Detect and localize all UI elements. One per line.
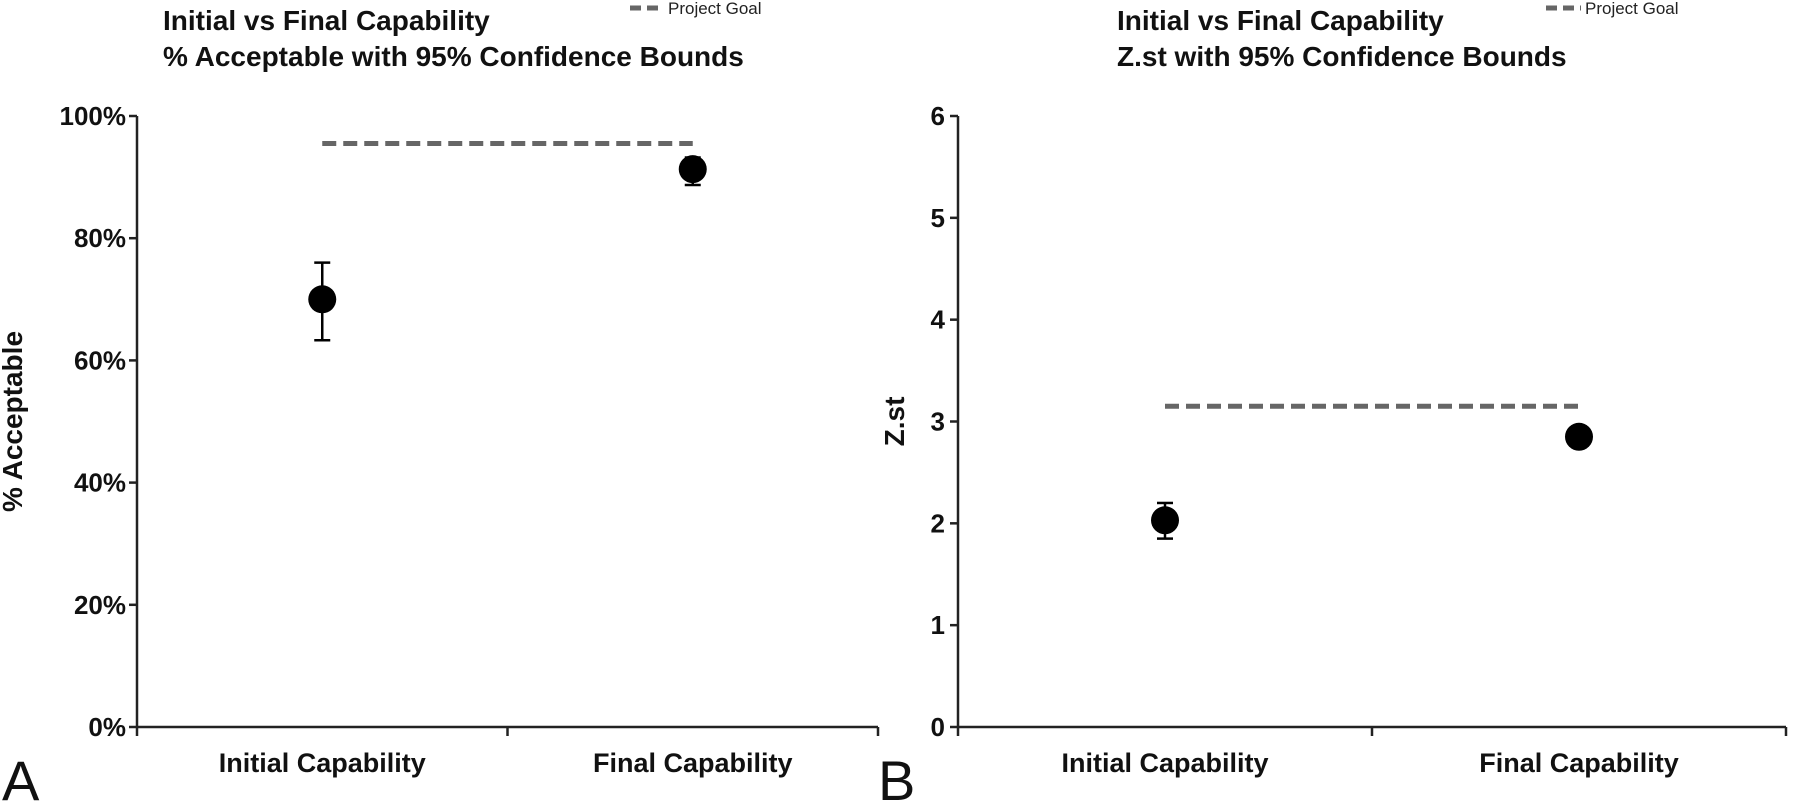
y-tick-label: 60% bbox=[74, 345, 126, 375]
x-category-label: Final Capability bbox=[593, 748, 793, 778]
chart-panel-b: Initial vs Final Capability Z.st with 95%… bbox=[878, 0, 1788, 811]
y-tick-label: 20% bbox=[74, 590, 126, 620]
x-category-label: Initial Capability bbox=[1061, 748, 1268, 778]
chart-title-line: Initial vs Final Capability bbox=[1117, 5, 1444, 36]
data-point bbox=[678, 155, 707, 184]
chart-title-line: Initial vs Final Capability bbox=[163, 5, 490, 36]
chart-title-line: % Acceptable with 95% Confidence Bounds bbox=[163, 41, 744, 72]
y-tick-label: 100% bbox=[60, 101, 127, 131]
y-tick-label: 40% bbox=[74, 468, 126, 498]
y-tick-label: 1 bbox=[931, 610, 945, 640]
chart-panel-a: Initial vs Final Capability % Acceptable … bbox=[0, 0, 880, 811]
panel-letter: B bbox=[878, 749, 915, 811]
x-category-label: Initial Capability bbox=[219, 748, 426, 778]
y-axis-label: % Acceptable bbox=[0, 331, 28, 512]
data-point bbox=[1151, 506, 1179, 535]
y-tick-label: 6 bbox=[931, 101, 945, 131]
data-point bbox=[1565, 422, 1593, 451]
chart-title-line: Z.st with 95% Confidence Bounds bbox=[1117, 41, 1567, 72]
data-point bbox=[308, 285, 337, 314]
y-tick-label: 2 bbox=[931, 508, 945, 538]
y-tick-label: 0% bbox=[88, 712, 126, 742]
y-axis-label: Z.st bbox=[879, 397, 910, 447]
legend-goal-label: Project Goal bbox=[1585, 0, 1679, 18]
panel-letter: A bbox=[2, 749, 40, 811]
y-tick-label: 3 bbox=[931, 407, 945, 437]
x-category-label: Final Capability bbox=[1479, 748, 1679, 778]
y-tick-label: 0 bbox=[931, 712, 945, 742]
y-tick-label: 4 bbox=[931, 305, 946, 335]
y-tick-label: 5 bbox=[931, 203, 945, 233]
legend-goal-label: Project Goal bbox=[668, 0, 762, 18]
y-tick-label: 80% bbox=[74, 223, 126, 253]
